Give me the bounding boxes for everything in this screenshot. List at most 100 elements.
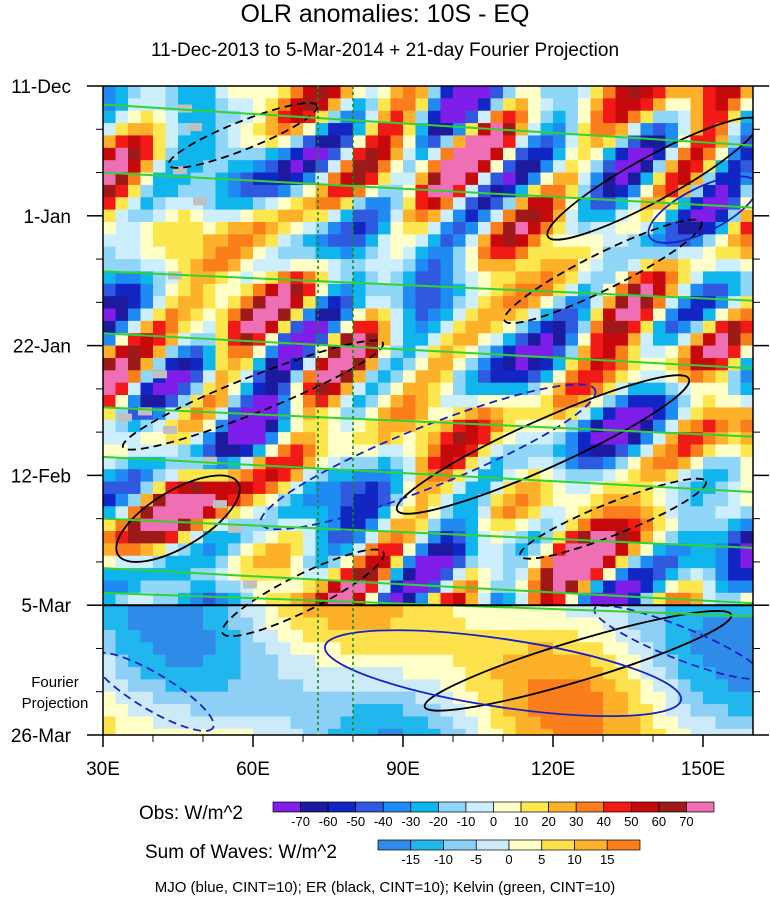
field-cell [665, 86, 679, 99]
field-cell [265, 419, 279, 433]
field-cell [390, 246, 404, 260]
field-cell [578, 704, 592, 718]
field-cell [653, 333, 667, 347]
field-cell [528, 160, 542, 174]
field-cell [190, 716, 204, 730]
field-cell [653, 432, 667, 446]
field-cell [728, 432, 742, 446]
field-cell [440, 135, 454, 149]
field-cell [490, 716, 504, 730]
field-cell [390, 184, 404, 198]
field-cell [740, 654, 753, 668]
x-tick-label: 30E [86, 759, 120, 780]
field-cell [453, 382, 467, 396]
field-cell [190, 629, 204, 643]
field-cell [540, 419, 554, 433]
field-cell [665, 555, 679, 569]
field-cell [428, 617, 442, 631]
field-cell [278, 320, 292, 334]
field-cell [290, 580, 304, 594]
field-cell [515, 654, 529, 668]
field-cell [478, 469, 492, 483]
field-cell [140, 271, 154, 285]
field-cell [215, 246, 229, 260]
field-cell [315, 320, 329, 334]
field-cell [728, 716, 742, 730]
field-cell [240, 419, 254, 433]
field-cell [553, 728, 567, 735]
field-cell [390, 456, 404, 470]
field-cell [440, 568, 454, 582]
field-cell [515, 271, 529, 285]
field-cell [203, 221, 217, 235]
field-cell [465, 642, 479, 656]
er-contour [115, 474, 241, 563]
field-cell [353, 716, 367, 730]
field-cell [403, 147, 417, 161]
field-cell [515, 98, 529, 112]
field-cell [153, 221, 167, 235]
field-cell [203, 407, 217, 421]
field-cell [265, 221, 279, 235]
field-cell [340, 86, 354, 99]
field-cell [228, 184, 242, 198]
field-cell [390, 395, 404, 409]
field-cell [353, 382, 367, 396]
field-cell [565, 617, 579, 631]
field-cell [465, 271, 479, 285]
field-cell [203, 419, 217, 433]
field-cell [253, 197, 267, 211]
field-cell [115, 320, 129, 334]
field-cell [253, 320, 267, 334]
field-cell [478, 110, 492, 124]
field-cell [390, 543, 404, 557]
field-cell [640, 86, 654, 99]
field-cell [465, 283, 479, 297]
field-cell [390, 407, 404, 421]
field-cell [253, 135, 267, 149]
field-cell [103, 469, 117, 483]
field-cell [690, 110, 704, 124]
field-cell [228, 123, 242, 137]
field-cell [203, 679, 217, 693]
field-cell [528, 555, 542, 569]
field-cell [403, 110, 417, 124]
field-cell [428, 543, 442, 557]
field-cell [253, 234, 267, 248]
field-cell [265, 555, 279, 569]
waves-colorbar-swatch [377, 839, 412, 851]
field-cell [428, 654, 442, 668]
field-cell [653, 506, 667, 520]
field-cell [140, 86, 154, 99]
field-cell [590, 197, 604, 211]
field-cell [528, 728, 542, 735]
field-cell [128, 296, 142, 310]
field-cell [640, 716, 654, 730]
field-cell [703, 716, 717, 730]
field-cell [278, 160, 292, 174]
field-cell [565, 123, 579, 137]
field-cell [203, 592, 217, 606]
field-cell [690, 543, 704, 557]
field-cell [703, 395, 717, 409]
field-cell [740, 259, 753, 273]
field-cell [390, 147, 404, 161]
field-cell [715, 481, 729, 495]
field-cell [328, 259, 342, 273]
field-cell [653, 543, 667, 557]
field-cell [628, 679, 642, 693]
field-cell [403, 357, 417, 371]
field-cell [490, 357, 504, 371]
field-cell [440, 456, 454, 470]
field-cell [703, 160, 717, 174]
field-cell [428, 568, 442, 582]
field-cell [415, 98, 429, 112]
field-cell [615, 283, 629, 297]
field-cell [403, 419, 417, 433]
field-cell [553, 382, 567, 396]
field-cell [615, 172, 629, 186]
field-cell [465, 345, 479, 359]
field-cell [590, 580, 604, 594]
field-cell [303, 135, 317, 149]
field-cell [103, 221, 117, 235]
